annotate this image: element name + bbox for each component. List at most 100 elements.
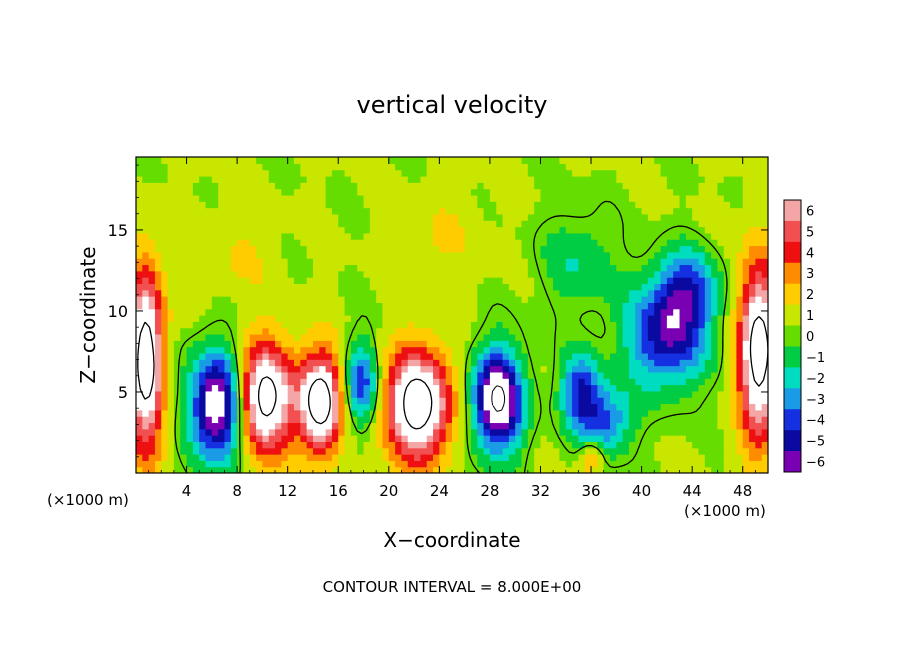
field-cell [186,175,194,183]
field-cell [433,371,440,379]
field-cell [591,264,598,272]
field-cell [167,466,175,473]
field-cell [319,302,327,310]
field-cell [521,302,529,310]
field-cell [628,333,636,341]
field-cell [369,201,377,209]
field-cell [186,422,194,430]
field-cell [597,466,605,473]
field-cell [319,182,327,190]
field-cell [546,315,554,322]
field-cell [249,441,257,449]
field-cell [483,327,491,335]
field-cell [452,302,459,310]
field-cell [477,245,485,253]
field-cell [218,422,226,430]
field-cell [527,435,535,442]
field-cell [401,365,409,373]
field-cell [344,270,352,278]
field-cell [350,283,358,291]
field-cell [565,302,573,310]
field-cell [180,416,188,424]
field-cell [382,251,390,259]
field-cell [546,441,554,449]
field-cell [344,157,352,164]
field-cell [666,447,674,455]
field-cell [483,340,491,348]
field-cell [723,365,731,373]
field-cell [312,289,320,297]
field-cell [357,365,365,373]
field-cell [628,270,636,278]
field-cell [553,460,561,468]
field-cell [338,428,346,436]
field-cell [439,226,447,234]
field-cell [654,169,662,177]
field-cell [546,460,554,468]
field-cell [218,428,226,436]
field-cell [420,201,428,209]
field-cell [388,346,396,354]
field-cell [685,245,693,253]
field-cell [287,409,295,417]
field-cell [199,201,207,209]
field-cell [534,182,542,190]
field-cell [338,352,346,360]
field-cell [287,390,295,398]
field-cell [666,403,674,411]
field-cell [331,327,339,335]
field-cell [249,207,257,215]
field-cell [477,264,485,272]
field-cell [167,226,175,234]
field-cell [761,327,768,335]
field-cell [142,371,150,379]
field-cell [749,466,756,473]
field-cell [521,321,529,329]
field-cell [161,245,169,253]
field-cell [420,454,428,461]
field-cell [711,403,719,411]
field-cell [534,340,542,348]
field-cell [641,175,649,183]
field-cell [407,403,415,411]
field-cell [325,384,333,392]
field-cell [218,340,226,348]
field-cell [331,220,339,228]
field-cell [363,232,371,240]
field-cell [730,270,737,278]
field-cell [230,384,238,392]
field-cell [249,384,257,392]
field-cell [420,289,428,297]
field-cell [420,397,428,405]
field-cell [256,251,263,259]
field-cell [489,409,497,417]
field-cell [546,270,554,278]
field-cell [294,232,301,240]
field-cell [603,182,611,190]
field-cell [331,333,339,341]
field-cell [350,169,358,177]
field-cell [237,428,245,436]
field-cell [401,251,409,259]
field-cell [287,359,295,367]
field-cell [527,466,535,473]
field-cell [237,201,245,209]
field-cell [685,207,693,215]
field-cell [452,466,459,473]
field-cell [723,169,731,177]
field-cell [281,302,289,310]
field-cell [331,454,339,461]
field-cell [331,384,339,392]
field-cell [331,460,339,468]
field-cell [515,466,523,473]
field-cell [584,163,592,171]
field-cell [685,397,693,405]
field-cell [287,258,295,266]
field-cell [414,315,421,322]
field-cell [224,365,232,373]
field-cell [414,302,421,310]
field-cell [540,359,548,367]
field-cell [426,182,434,190]
field-cell [218,270,226,278]
field-cell [167,397,175,405]
